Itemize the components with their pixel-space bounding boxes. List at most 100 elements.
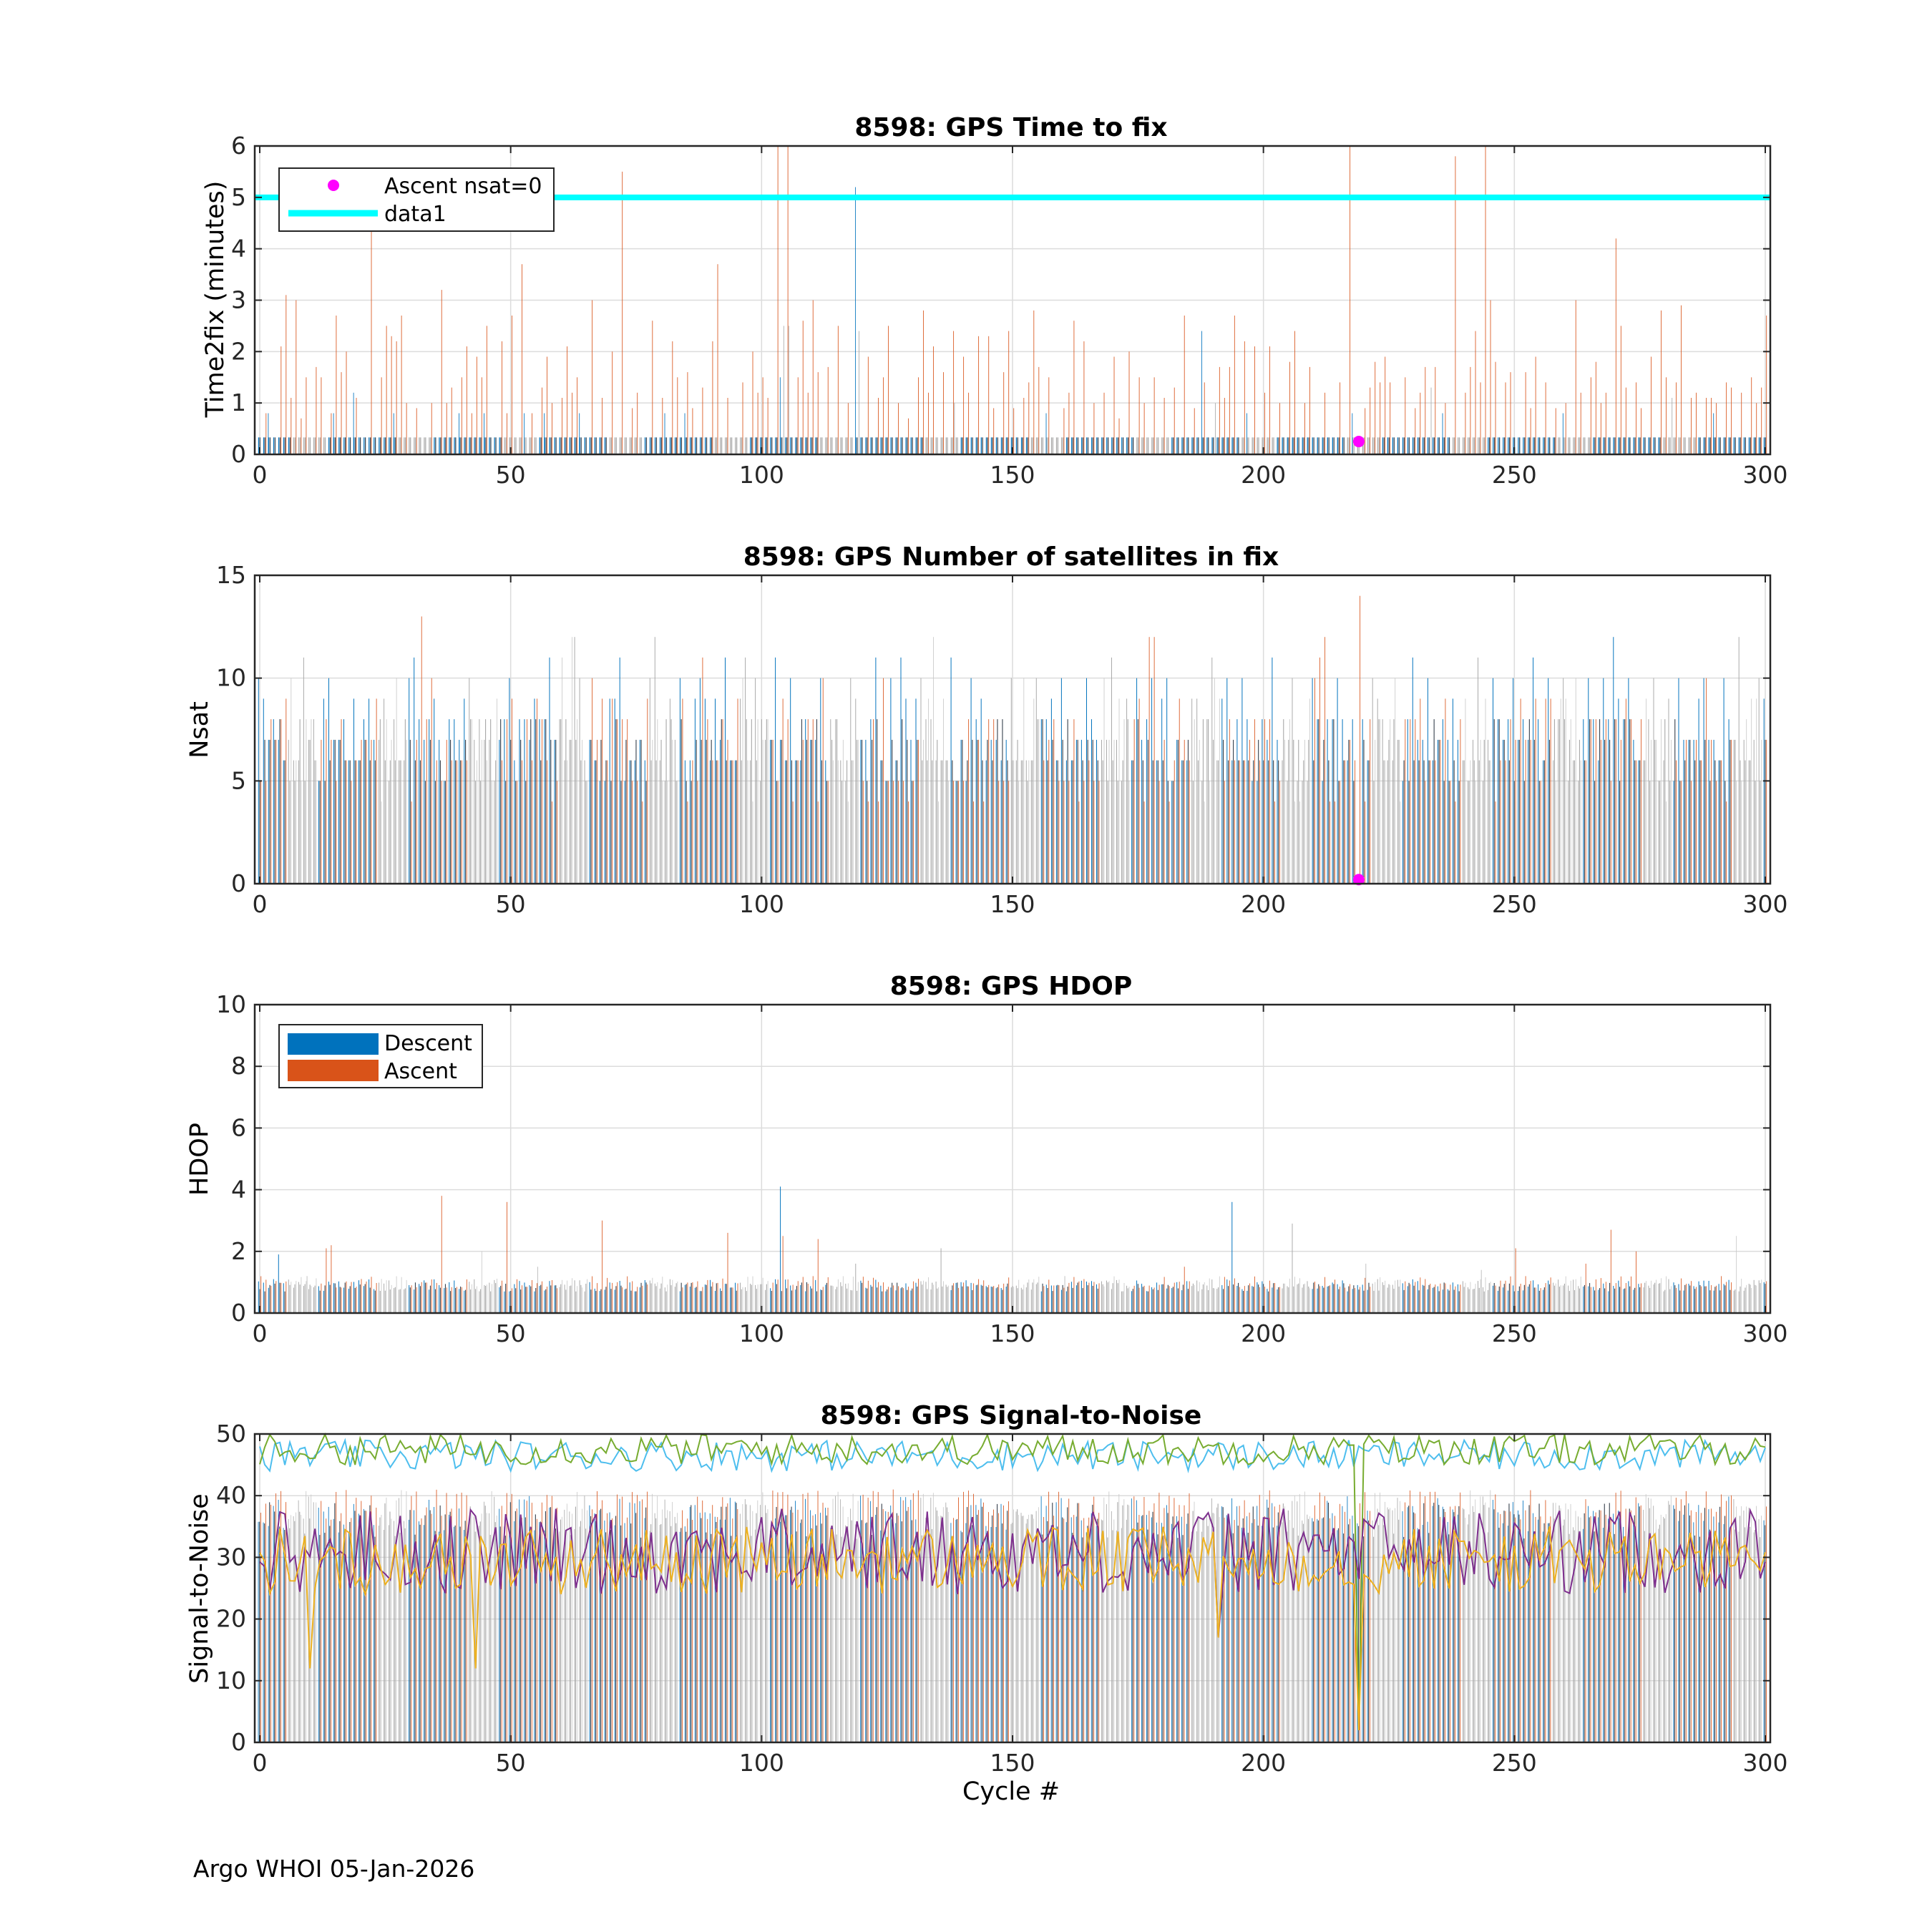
snr-bar (298, 1500, 299, 1742)
descent-bar (1583, 437, 1584, 454)
snr-bar (699, 1513, 701, 1742)
descent-bar (1040, 1291, 1042, 1313)
descent-bar (1758, 437, 1760, 454)
ascent-bar (1008, 781, 1010, 884)
ascent-bar (1756, 403, 1757, 454)
snr-bar (882, 1508, 884, 1742)
ascent-bar (1194, 1284, 1195, 1313)
descent-bar (1312, 437, 1313, 454)
base-bar (1684, 760, 1686, 884)
base-bar (1408, 437, 1410, 454)
snr-bar (775, 1518, 776, 1742)
descent-bar (1307, 437, 1308, 454)
snr-bar (675, 1523, 677, 1742)
ascent-bar (1666, 1276, 1667, 1313)
ascent-bar (1716, 403, 1717, 454)
snr-bar (268, 1526, 269, 1742)
base-bar (1453, 760, 1455, 884)
base-bar (1328, 760, 1330, 884)
ascent-bar (396, 678, 397, 884)
ascent-bar (903, 1288, 904, 1313)
descent-bar (970, 437, 972, 454)
ascent-bar (1234, 316, 1235, 454)
x-tick-label: 150 (990, 1749, 1035, 1777)
ascent-bar (1153, 1287, 1155, 1313)
snr-bar (1373, 1536, 1375, 1742)
base-bar (440, 437, 441, 454)
base-bar (1498, 1286, 1500, 1313)
base-bar (1298, 1283, 1299, 1313)
ascent-bar (1686, 739, 1687, 884)
descent-bar (1743, 1290, 1745, 1313)
ascent-bar (1450, 1284, 1451, 1313)
ascent-bar (1761, 387, 1762, 454)
snr-bar (580, 1521, 582, 1742)
base-bar (354, 760, 356, 884)
snr-bar (865, 1523, 867, 1742)
ascent-bar (883, 377, 884, 455)
base-bar (1563, 1284, 1566, 1313)
snr-line-sat2 (259, 1432, 1766, 1730)
descent-bar (730, 760, 731, 884)
base-bar (1659, 781, 1661, 884)
snr-line-sat1 (259, 1438, 1766, 1474)
base-bar (490, 719, 492, 884)
ascent-bar (316, 1278, 317, 1313)
base-bar (1438, 739, 1440, 884)
base-bar (675, 437, 678, 454)
ascent-bar (652, 739, 653, 884)
ascent-bar (301, 1277, 302, 1313)
descent-bar (1297, 437, 1298, 454)
ascent-bar (1063, 781, 1065, 884)
snr-bar (1017, 1509, 1018, 1742)
ascent-bar (426, 1282, 427, 1313)
snr-bar (1378, 1525, 1380, 1742)
ascent-bar (943, 698, 944, 884)
base-bar (605, 1287, 607, 1313)
base-bar (1579, 1288, 1581, 1313)
descent-bar (845, 781, 847, 884)
snr-bar (504, 1536, 506, 1742)
snr-bar (570, 1535, 572, 1742)
descent-bar (1733, 437, 1735, 454)
base-bar (480, 437, 482, 454)
snr-bar (1008, 1501, 1009, 1742)
base-bar (405, 437, 406, 454)
base-bar (1228, 437, 1229, 454)
snr-bar (1211, 1498, 1212, 1742)
ascent-bar (1254, 346, 1255, 454)
ascent-bar (1455, 156, 1456, 454)
descent-bar (1035, 437, 1038, 454)
snr-bar (1604, 1503, 1605, 1742)
snr-bar (535, 1514, 536, 1742)
base-bar (1398, 739, 1400, 884)
descent-bar (830, 437, 831, 454)
snr-bar (786, 1515, 787, 1742)
snr-bar (830, 1527, 831, 1742)
descent-bar (710, 760, 711, 884)
descent-bar (710, 437, 711, 454)
base-bar (721, 1291, 722, 1313)
descent-bar (348, 1289, 349, 1313)
snr-bar (1194, 1501, 1195, 1742)
base-bar (987, 437, 988, 454)
snr-bar (870, 1501, 872, 1742)
legend-descent-label: Descent (384, 1031, 472, 1056)
base-bar (1398, 437, 1400, 454)
base-bar (811, 739, 813, 884)
descent-bar (694, 1287, 696, 1313)
descent-bar (1397, 437, 1399, 454)
base-bar (309, 739, 311, 884)
snr-bar (1643, 1510, 1644, 1742)
snr-bar (1679, 1511, 1680, 1742)
base-bar (836, 1287, 838, 1313)
base-bar (1453, 437, 1455, 454)
ascent-bar (1671, 1286, 1672, 1313)
descent-bar (1362, 719, 1363, 884)
base-bar (1177, 1288, 1179, 1313)
snr-bar (1743, 1511, 1745, 1742)
ascent-bar (1128, 351, 1130, 454)
base-bar (816, 1291, 818, 1313)
base-bar (520, 437, 522, 454)
base-bar (359, 760, 361, 884)
